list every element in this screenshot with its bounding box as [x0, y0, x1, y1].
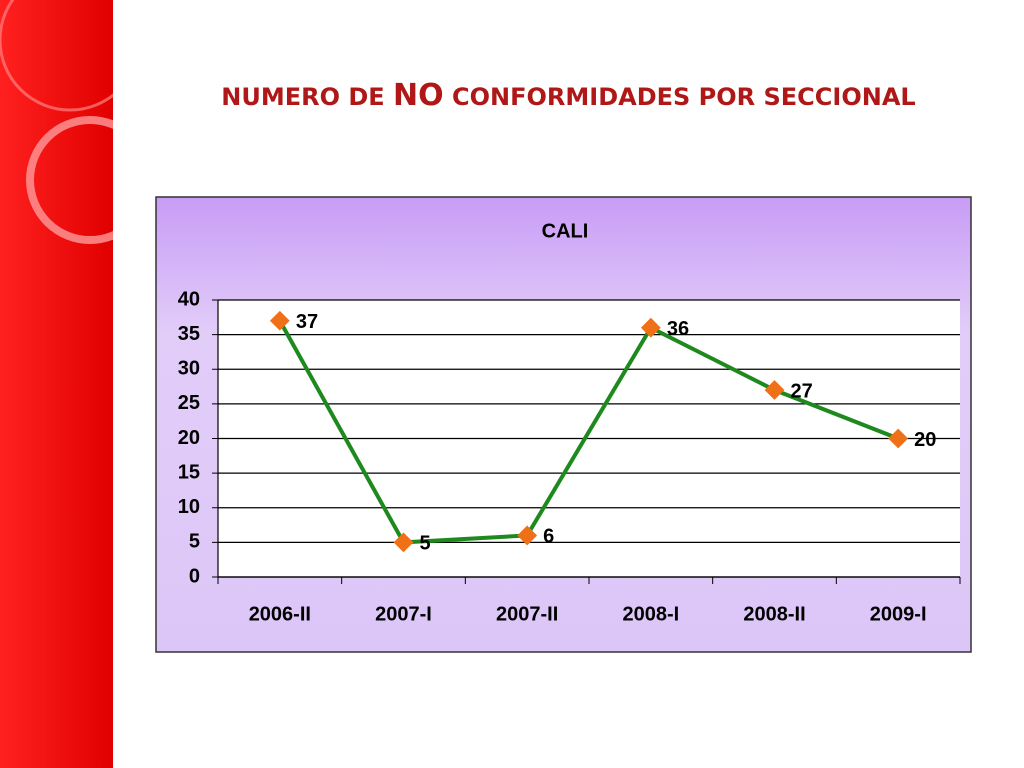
x-tick-label: 2008-II — [743, 603, 805, 625]
x-tick-label: 2006-II — [249, 603, 311, 625]
y-tick-label: 5 — [189, 531, 200, 553]
y-tick-label: 25 — [178, 392, 200, 414]
marker — [764, 380, 785, 400]
y-tick-label: 40 — [178, 288, 200, 310]
title-part: NO — [393, 78, 444, 113]
y-tick-label: 0 — [189, 565, 200, 587]
data-label: 20 — [914, 429, 936, 451]
data-line — [278, 319, 899, 545]
y-tick-label: 35 — [178, 323, 200, 345]
x-tick-label: 2007-II — [496, 603, 558, 625]
marker — [640, 317, 661, 338]
marker — [517, 525, 538, 546]
data-label: 6 — [543, 526, 554, 548]
x-tick-label: 2007-I — [375, 603, 432, 625]
slide-title: NUMERO DE NO CONFORMIDADES POR SECCIONAL — [113, 78, 1024, 113]
data-label: 36 — [667, 318, 689, 340]
chart-title: CALI — [542, 220, 589, 242]
data-label: 5 — [420, 533, 431, 555]
decoration — [0, 0, 113, 768]
y-tick-label: 20 — [178, 427, 200, 449]
data-label: 37 — [296, 311, 318, 333]
data-label: 27 — [791, 380, 813, 402]
marker — [269, 310, 290, 331]
title-part: CONFORMIDADES POR SECCIONAL — [452, 83, 916, 111]
y-tick-label: 15 — [178, 461, 200, 483]
marker — [393, 532, 414, 553]
x-tick-label: 2008-I — [622, 603, 679, 625]
title-part: NUMERO DE — [221, 83, 385, 111]
y-tick-label: 30 — [178, 358, 200, 380]
x-tick-label: 2009-I — [870, 603, 927, 625]
y-tick-label: 10 — [178, 496, 200, 518]
marker — [888, 428, 909, 449]
